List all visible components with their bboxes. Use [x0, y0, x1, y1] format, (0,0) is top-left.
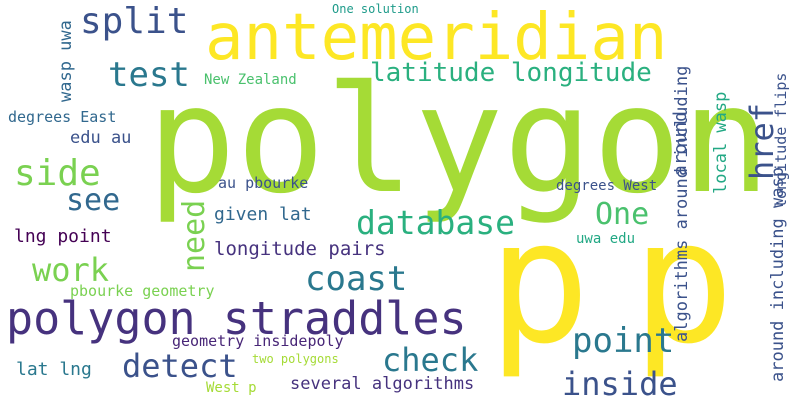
- word-coast: coast: [305, 259, 408, 299]
- word-need: need: [177, 199, 212, 272]
- word-local-wasp: local wasp: [711, 91, 731, 194]
- word-see: see: [66, 183, 121, 218]
- word-check: check: [382, 341, 479, 379]
- word-inside: inside: [562, 365, 678, 400]
- word-lng-point: lng point: [14, 226, 112, 247]
- word-around-including-wasp: around including wasp: [768, 167, 788, 382]
- word-degrees-east: degrees East: [8, 108, 117, 126]
- word-uwa-edu: uwa edu: [576, 231, 636, 247]
- word-several-algorithms: several algorithms: [290, 374, 475, 394]
- word-one-solution: One solution: [332, 2, 419, 16]
- word-split: split: [80, 1, 189, 42]
- word-point: point: [572, 321, 675, 361]
- word-lat-lng: lat lng: [16, 359, 92, 380]
- word-west-p: West p: [206, 380, 257, 396]
- word-side: side: [14, 153, 101, 194]
- word-test: test: [108, 55, 190, 95]
- word-polygon: polygon: [147, 54, 771, 226]
- word-work: work: [32, 251, 110, 289]
- word-latitude-longitude: latitude longitude: [370, 58, 652, 88]
- word-given-lat: given lat: [214, 204, 312, 225]
- word-detect: detect: [122, 347, 238, 385]
- word-edu-au: edu au: [70, 128, 132, 148]
- word-pbourke-geometry: pbourke geometry: [70, 282, 215, 300]
- word-polygon-straddles: polygon straddles: [6, 292, 467, 345]
- word-new-zealand: New Zealand: [204, 72, 297, 88]
- word-database: database: [356, 203, 515, 242]
- word-p-left: p: [488, 184, 591, 382]
- word-one: One: [595, 197, 650, 232]
- word-wasp-uwa: wasp uwa: [56, 20, 76, 102]
- word-algorithms: algorithms around including: [672, 65, 692, 342]
- word-antemeridian: antemeridian: [205, 1, 668, 75]
- word-degrees-west: degrees West: [556, 178, 658, 194]
- word-two-polygons: two polygons: [252, 352, 339, 366]
- word-au-pbourke: au pbourke: [218, 174, 309, 192]
- word-geometry-insidepoly: geometry insidepoly: [172, 332, 344, 350]
- word-longitude-pairs: longitude pairs: [214, 238, 386, 260]
- word-p-right: p: [632, 184, 735, 382]
